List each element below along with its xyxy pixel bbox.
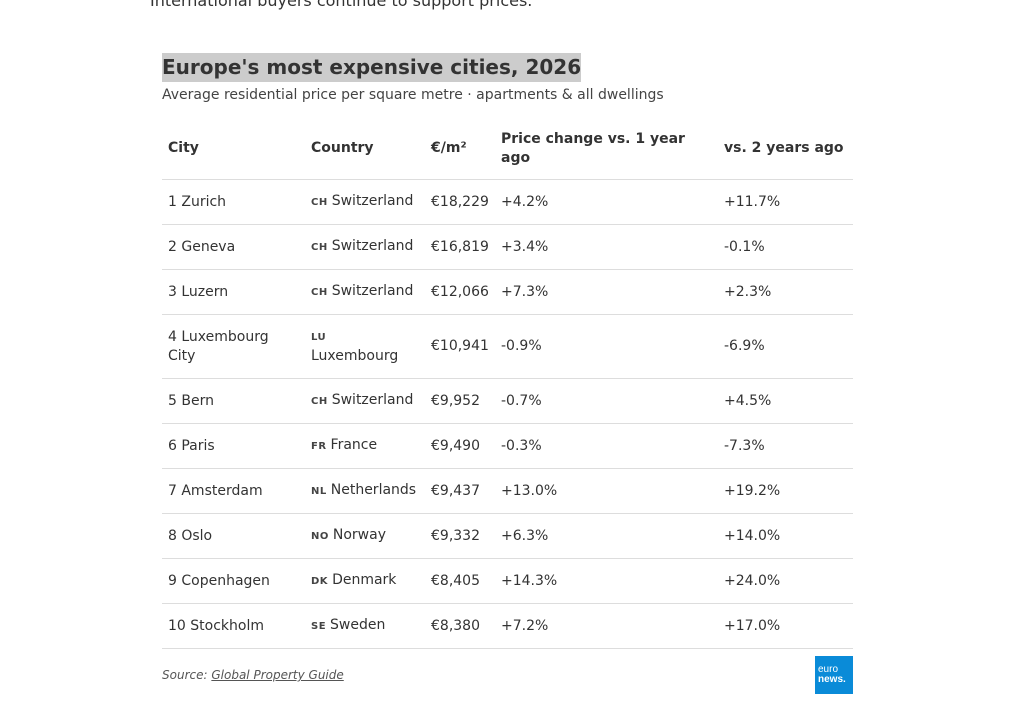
price-cell: €8,380: [425, 603, 495, 649]
city-cell: 4 Luxembourg City: [162, 314, 305, 379]
flag-icon: DK: [311, 576, 329, 587]
country-name: Switzerland: [331, 193, 414, 209]
article-intro-text: International buyers continue to support…: [150, 0, 533, 10]
cities-table: City Country €/m² Price change vs. 1 yea…: [162, 118, 853, 649]
country-name: Luxembourg: [311, 348, 399, 364]
change-1y-cell: +7.2%: [495, 603, 718, 649]
price-cell: €9,332: [425, 513, 495, 559]
price-cell: €16,819: [425, 224, 495, 270]
header-price: €/m²: [425, 118, 495, 180]
flag-icon: NL: [311, 486, 327, 497]
change-1y-cell: +13.0%: [495, 468, 718, 514]
logo-line-1: euro: [818, 664, 839, 675]
header-city: City: [162, 118, 305, 180]
country-name: Switzerland: [331, 392, 414, 408]
country-cell: CH Switzerland: [305, 179, 425, 225]
flag-icon: CH: [311, 242, 328, 253]
table-row: 9 Copenhagen DK Denmark €8,405 +14.3% +24…: [162, 558, 853, 604]
chart-subtitle: Average residential price per square met…: [162, 87, 664, 103]
city-cell: 8 Oslo: [162, 513, 305, 559]
table-row: 1 Zurich CH Switzerland €18,229 +4.2% +11…: [162, 179, 853, 225]
chart-title: Europe's most expensive cities, 2026: [162, 53, 582, 82]
price-cell: €9,437: [425, 468, 495, 514]
country-cell: CH Switzerland: [305, 224, 425, 270]
change-1y-cell: +4.2%: [495, 179, 718, 225]
city-cell: 6 Paris: [162, 423, 305, 469]
price-cell: €9,952: [425, 378, 495, 424]
country-cell: FR France: [305, 423, 425, 469]
country-name: France: [330, 437, 378, 453]
logo-line-2: news.: [818, 674, 846, 685]
change-1y-cell: -0.3%: [495, 423, 718, 469]
city-cell: 9 Copenhagen: [162, 558, 305, 604]
change-2y-cell: +14.0%: [718, 513, 853, 559]
city-cell: 7 Amsterdam: [162, 468, 305, 514]
change-2y-cell: -6.9%: [718, 314, 853, 379]
country-cell: CH Switzerland: [305, 378, 425, 424]
city-cell: 3 Luzern: [162, 269, 305, 315]
flag-icon: NO: [311, 531, 329, 542]
euronews-logo[interactable]: euro news.: [815, 656, 853, 694]
change-2y-cell: -7.3%: [718, 423, 853, 469]
price-cell: €12,066: [425, 269, 495, 315]
source-link[interactable]: Global Property Guide: [211, 668, 344, 682]
header-change-1y: Price change vs. 1 year ago: [495, 118, 718, 180]
flag-icon: LU: [311, 332, 327, 343]
city-cell: 5 Bern: [162, 378, 305, 424]
change-2y-cell: +11.7%: [718, 179, 853, 225]
country-cell: NO Norway: [305, 513, 425, 559]
flag-icon: SE: [311, 621, 327, 632]
price-cell: €9,490: [425, 423, 495, 469]
city-cell: 10 Stockholm: [162, 603, 305, 649]
country-cell: LU Luxembourg: [305, 314, 425, 379]
city-cell: 1 Zurich: [162, 179, 305, 225]
price-cell: €8,405: [425, 558, 495, 604]
source-note: Source: Global Property Guide: [162, 668, 344, 682]
flag-icon: CH: [311, 396, 328, 407]
change-2y-cell: +19.2%: [718, 468, 853, 514]
table-row: 2 Geneva CH Switzerland €16,819 +3.4% -0.…: [162, 224, 853, 270]
country-cell: NL Netherlands: [305, 468, 425, 514]
header-change-2y: vs. 2 years ago: [718, 118, 853, 180]
flag-icon: CH: [311, 197, 328, 208]
change-1y-cell: +6.3%: [495, 513, 718, 559]
header-country: Country: [305, 118, 425, 180]
change-2y-cell: +4.5%: [718, 378, 853, 424]
price-cell: €10,941: [425, 314, 495, 379]
country-cell: DK Denmark: [305, 558, 425, 604]
change-1y-cell: -0.7%: [495, 378, 718, 424]
city-cell: 2 Geneva: [162, 224, 305, 270]
table-row: 5 Bern CH Switzerland €9,952 -0.7% +4.5%: [162, 378, 853, 424]
change-1y-cell: -0.9%: [495, 314, 718, 379]
country-name: Switzerland: [331, 238, 414, 254]
country-cell: CH Switzerland: [305, 269, 425, 315]
change-2y-cell: +24.0%: [718, 558, 853, 604]
country-name: Denmark: [332, 572, 397, 588]
country-name: Sweden: [330, 617, 386, 633]
source-label: Source:: [162, 668, 208, 682]
table-row: 4 Luxembourg City LU Luxembourg €10,941 -…: [162, 314, 853, 379]
table-row: 3 Luzern CH Switzerland €12,066 +7.3% +2.…: [162, 269, 853, 315]
flag-icon: FR: [311, 441, 327, 452]
flag-icon: CH: [311, 287, 328, 298]
table-row: 10 Stockholm SE Sweden €8,380 +7.2% +17.0…: [162, 603, 853, 649]
country-name: Netherlands: [330, 482, 417, 498]
table-row: 6 Paris FR France €9,490 -0.3% -7.3%: [162, 423, 853, 469]
change-2y-cell: -0.1%: [718, 224, 853, 270]
change-2y-cell: +17.0%: [718, 603, 853, 649]
change-1y-cell: +7.3%: [495, 269, 718, 315]
table-row: 8 Oslo NO Norway €9,332 +6.3% +14.0%: [162, 513, 853, 559]
change-1y-cell: +3.4%: [495, 224, 718, 270]
country-cell: SE Sweden: [305, 603, 425, 649]
country-name: Switzerland: [331, 283, 414, 299]
change-1y-cell: +14.3%: [495, 558, 718, 604]
country-name: Norway: [332, 527, 386, 543]
change-2y-cell: +2.3%: [718, 269, 853, 315]
table-row: 7 Amsterdam NL Netherlands €9,437 +13.0% …: [162, 468, 853, 514]
price-cell: €18,229: [425, 179, 495, 225]
table-header-row: City Country €/m² Price change vs. 1 yea…: [162, 118, 853, 180]
